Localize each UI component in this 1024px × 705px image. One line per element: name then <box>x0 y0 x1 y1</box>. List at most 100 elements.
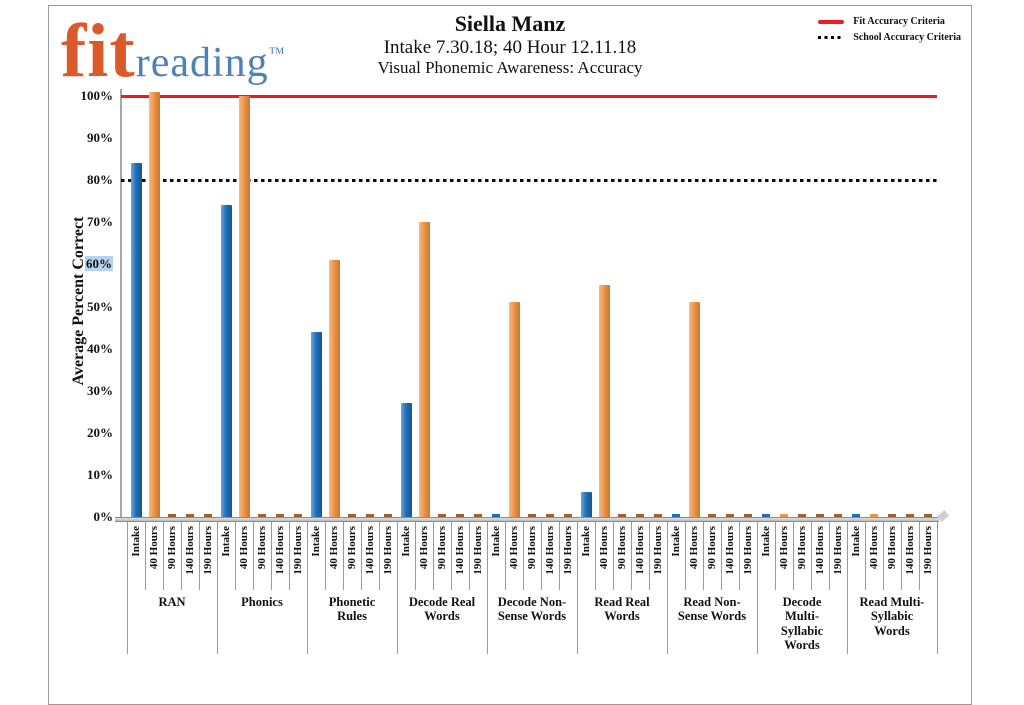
group-separator <box>667 523 668 654</box>
category-separator <box>631 523 632 590</box>
axis-tick <box>253 522 254 527</box>
axis-tick <box>919 522 920 527</box>
x-category-label: 90 Hours <box>165 526 178 570</box>
y-tick-label: 30% <box>87 382 113 398</box>
group-separator <box>397 523 398 654</box>
zero-bar-marker <box>456 514 464 517</box>
legend: Fit Accuracy Criteria School Accuracy Cr… <box>818 16 961 48</box>
zero-bar-marker <box>438 514 446 517</box>
zero-bar-marker <box>672 514 680 517</box>
axis-tick <box>793 522 794 527</box>
axis-tick <box>127 522 128 527</box>
zero-bar-marker <box>888 514 896 517</box>
category-separator <box>343 523 344 590</box>
y-tick-label: 40% <box>87 340 113 356</box>
logo-reading-text: reading <box>135 40 269 86</box>
category-separator <box>793 523 794 590</box>
category-separator <box>541 523 542 590</box>
axis-tick <box>613 522 614 527</box>
zero-bar-marker <box>186 514 194 517</box>
category-separator <box>613 523 614 590</box>
category-separator <box>703 523 704 590</box>
x-category-label: 140 Hours <box>543 526 556 575</box>
bar-phonetic-rules-intake <box>310 331 322 517</box>
x-category-label: Intake <box>309 526 322 557</box>
black-dotted-line-icon <box>818 36 845 39</box>
x-category-label: 190 Hours <box>291 526 304 575</box>
axis-tick <box>703 522 704 527</box>
fit-reading-logo: fitreading™ <box>61 6 284 96</box>
category-separator <box>865 523 866 590</box>
x-category-label: 40 Hours <box>597 526 610 570</box>
x-category-label: 190 Hours <box>741 526 754 575</box>
group-label: Decode Non- Sense Words <box>497 595 567 624</box>
zero-bar-marker <box>546 514 554 517</box>
category-separator <box>325 523 326 590</box>
x-category-label: 90 Hours <box>885 526 898 570</box>
group-label: Decode Multi- Syllabic Words <box>780 595 824 652</box>
x-category-label: 40 Hours <box>147 526 160 570</box>
axis-tick <box>649 522 650 527</box>
axis-tick <box>397 522 398 527</box>
axis-tick <box>289 522 290 527</box>
bar-phonics-intake <box>220 205 232 517</box>
x-category-label: 40 Hours <box>687 526 700 570</box>
axis-tick <box>937 522 938 527</box>
zero-bar-marker <box>816 514 824 517</box>
axis-tick <box>343 522 344 527</box>
x-category-label: 140 Hours <box>633 526 646 575</box>
zero-bar-marker <box>708 514 716 517</box>
zero-bar-marker <box>726 514 734 517</box>
y-tick-label: 80% <box>87 172 113 188</box>
x-category-label: 140 Hours <box>453 526 466 575</box>
x-category-label: 40 Hours <box>867 526 880 570</box>
category-separator <box>505 523 506 590</box>
category-separator <box>451 523 452 590</box>
x-category-label: 190 Hours <box>201 526 214 575</box>
zero-bar-marker <box>276 514 284 517</box>
category-separator <box>415 523 416 590</box>
group-label: Read Multi- Syllabic Words <box>859 595 925 638</box>
axis-tick <box>181 522 182 527</box>
category-separator <box>901 523 902 590</box>
group-label: Read Non- Sense Words <box>677 595 747 624</box>
zero-bar-marker <box>654 514 662 517</box>
x-category-label: 190 Hours <box>381 526 394 575</box>
zero-bar-marker <box>618 514 626 517</box>
category-separator <box>145 523 146 590</box>
x-category-label: 190 Hours <box>561 526 574 575</box>
category-separator <box>253 523 254 590</box>
category-separator <box>469 523 470 590</box>
zero-bar-marker <box>636 514 644 517</box>
title-block: Siella Manz Intake 7.30.18; 40 Hour 12.1… <box>49 11 971 77</box>
zero-bar-marker <box>924 514 932 517</box>
x-category-label: 90 Hours <box>435 526 448 570</box>
bar-phonics-40-hours <box>238 96 250 517</box>
zero-bar-marker <box>384 514 392 517</box>
x-category-label: Intake <box>579 526 592 557</box>
chart-figure: fitreading™ Siella Manz Intake 7.30.18; … <box>48 5 972 705</box>
category-separator <box>811 523 812 590</box>
category-separator <box>289 523 290 590</box>
category-separator <box>181 523 182 590</box>
zero-bar-marker <box>762 514 770 517</box>
axis-tick <box>379 522 380 527</box>
group-separator <box>217 523 218 654</box>
bar-phonetic-rules-40-hours <box>328 260 340 517</box>
axis-tick <box>199 522 200 527</box>
category-separator <box>775 523 776 590</box>
group-label: Phonics <box>241 595 283 609</box>
axis-tick <box>415 522 416 527</box>
zero-bar-marker <box>834 514 842 517</box>
zero-bar-marker <box>870 514 878 517</box>
category-separator <box>235 523 236 590</box>
zero-bar-marker <box>492 514 500 517</box>
bar-read-real-words-40-hours <box>598 285 610 517</box>
legend-label: Fit Accuracy Criteria <box>853 16 945 27</box>
zero-bar-marker <box>168 514 176 517</box>
category-separator <box>379 523 380 590</box>
axis-tick <box>235 522 236 527</box>
zero-bar-marker <box>348 514 356 517</box>
x-category-label: Intake <box>759 526 772 557</box>
category-separator <box>163 523 164 590</box>
